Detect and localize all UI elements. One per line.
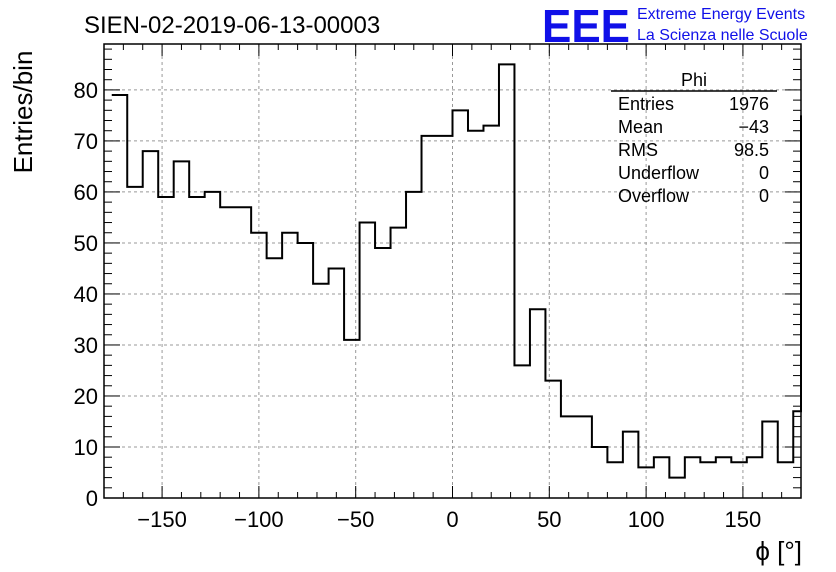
y-tick-label: 50: [74, 231, 98, 256]
x-tick-label: −50: [337, 507, 374, 532]
stats-value: 98.5: [734, 140, 769, 160]
axis-ticks: [104, 44, 802, 499]
x-tick-label: 0: [446, 507, 458, 532]
y-tick-label: 80: [74, 78, 98, 103]
x-tick-label: 50: [537, 507, 561, 532]
stats-rows: Entries 1976 Mean −43 RMS 98.5 Underflow 0 Overf…: [618, 94, 769, 206]
stats-label: Entries: [618, 94, 674, 114]
x-tick-label: 150: [725, 507, 762, 532]
x-tick-label: −150: [137, 507, 187, 532]
y-tick-label: 10: [74, 435, 98, 460]
stats-value: 0: [759, 186, 769, 206]
stats-value: −43: [738, 117, 769, 137]
chart-title: SIEN-02-2019-06-13-00003: [84, 12, 380, 39]
stats-box-title: Phi: [681, 70, 707, 90]
stats-label: Underflow: [618, 163, 700, 183]
y-tick-label: 20: [74, 384, 98, 409]
stats-value: 1976: [729, 94, 769, 114]
y-tick-label: 60: [74, 180, 98, 205]
stats-label: RMS: [618, 140, 658, 160]
eee-logo: EEE Extreme Energy Events La Scienza nel…: [542, 0, 808, 52]
logo-line-2: La Scienza nelle Scuole: [637, 27, 808, 44]
plot-frame: [103, 43, 802, 499]
histogram-outline: [111, 63, 802, 479]
stats-value: 0: [759, 163, 769, 183]
x-tick-label: −100: [234, 507, 284, 532]
stats-label: Overflow: [618, 186, 690, 206]
y-axis-label: Entries/bin: [8, 51, 38, 174]
stats-box: Phi Entries 1976 Mean −43 RMS 98.5 Underflow 0 O…: [611, 70, 777, 206]
x-tick-label: 100: [628, 507, 665, 532]
y-tick-label: 40: [74, 282, 98, 307]
y-tick-label: 0: [86, 486, 98, 511]
y-tick-label: 70: [74, 129, 98, 154]
logo-line-1: Extreme Energy Events: [637, 6, 805, 23]
y-tick-label: 30: [74, 333, 98, 358]
x-axis-label: ϕ [°]: [755, 536, 802, 566]
grid-lines: [104, 44, 801, 498]
stats-label: Mean: [618, 117, 663, 137]
x-tick-labels: −150 −100 −50 0 50 100 150: [137, 507, 761, 532]
y-tick-labels: 0 10 20 30 40 50 60 70 80: [74, 78, 98, 511]
